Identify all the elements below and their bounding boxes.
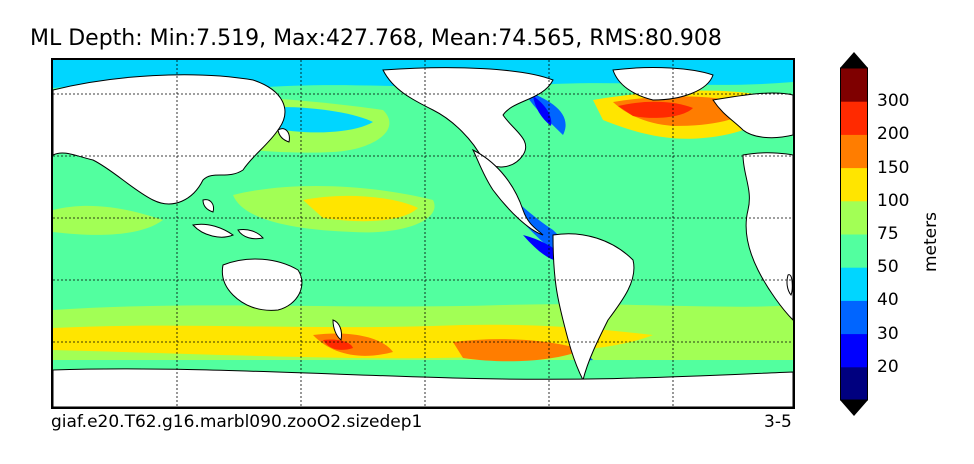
colorbar-units-label: meters bbox=[921, 212, 941, 272]
colorbar-segment bbox=[840, 366, 868, 401]
gridlines bbox=[53, 60, 793, 407]
colorbar-over-arrow bbox=[840, 52, 868, 68]
land bbox=[53, 67, 793, 407]
colorbar-segment bbox=[840, 234, 868, 268]
colorbar-tick-label: 20 bbox=[877, 356, 899, 377]
tropical-pacific-deep bbox=[303, 195, 418, 222]
colorbar-tick-label: 200 bbox=[877, 124, 910, 145]
colorbar-segment bbox=[840, 333, 868, 368]
colorbar bbox=[840, 52, 868, 416]
north-atlantic-deepest bbox=[618, 101, 693, 118]
south-america-land bbox=[552, 233, 635, 382]
colorbar-outline bbox=[840, 67, 868, 401]
colorbar-segment bbox=[840, 167, 868, 202]
colorbar-tick-label: 75 bbox=[877, 224, 899, 244]
southern-ocean-deeper-east bbox=[453, 339, 583, 362]
indonesia-island bbox=[192, 223, 235, 238]
colorbar-tick-label: 300 bbox=[877, 91, 910, 112]
new-zealand-land bbox=[332, 319, 342, 341]
philippines-island bbox=[202, 199, 214, 213]
colorbar-segment bbox=[840, 101, 868, 135]
new-guinea-island bbox=[237, 229, 264, 240]
mixed-layer-depth-map bbox=[51, 58, 795, 409]
colorbar-tick-label: 100 bbox=[877, 190, 910, 211]
colorbar-tick-label: 150 bbox=[877, 157, 910, 178]
case-name-label: giaf.e20.T62.g16.marbl090.zooO2.sizedep1 bbox=[51, 412, 423, 432]
colorbar-segment bbox=[840, 300, 868, 335]
labrador-very-shallow bbox=[533, 96, 552, 126]
colorbar-segment bbox=[840, 134, 868, 169]
africa-land bbox=[742, 152, 793, 321]
years-label: 3-5 bbox=[764, 412, 792, 432]
indian-ocean-band bbox=[53, 205, 163, 235]
antarctica-land bbox=[53, 368, 793, 407]
colorbar-segment bbox=[840, 200, 868, 235]
europe-land bbox=[712, 92, 793, 139]
colorbar-segments bbox=[840, 68, 868, 401]
asia-east-land bbox=[53, 74, 286, 205]
japan-island bbox=[277, 128, 290, 143]
southern-ocean-deeper-west bbox=[313, 333, 393, 356]
australia-land bbox=[221, 258, 303, 311]
plot-title: ML Depth: Min:7.519, Max:427.768, Mean:7… bbox=[30, 26, 722, 51]
colorbar-segment bbox=[840, 267, 868, 301]
mexico-land bbox=[471, 148, 544, 236]
map-canvas bbox=[53, 60, 793, 407]
colorbar-tick-label: 30 bbox=[877, 323, 899, 344]
greenland-land bbox=[612, 67, 714, 101]
north-america-land bbox=[382, 67, 554, 168]
colorbar-tick-label: 50 bbox=[877, 257, 899, 278]
colorbar-tick-label: 40 bbox=[877, 290, 899, 311]
colorbar-segment bbox=[840, 68, 868, 102]
colorbar-under-arrow bbox=[840, 400, 868, 416]
